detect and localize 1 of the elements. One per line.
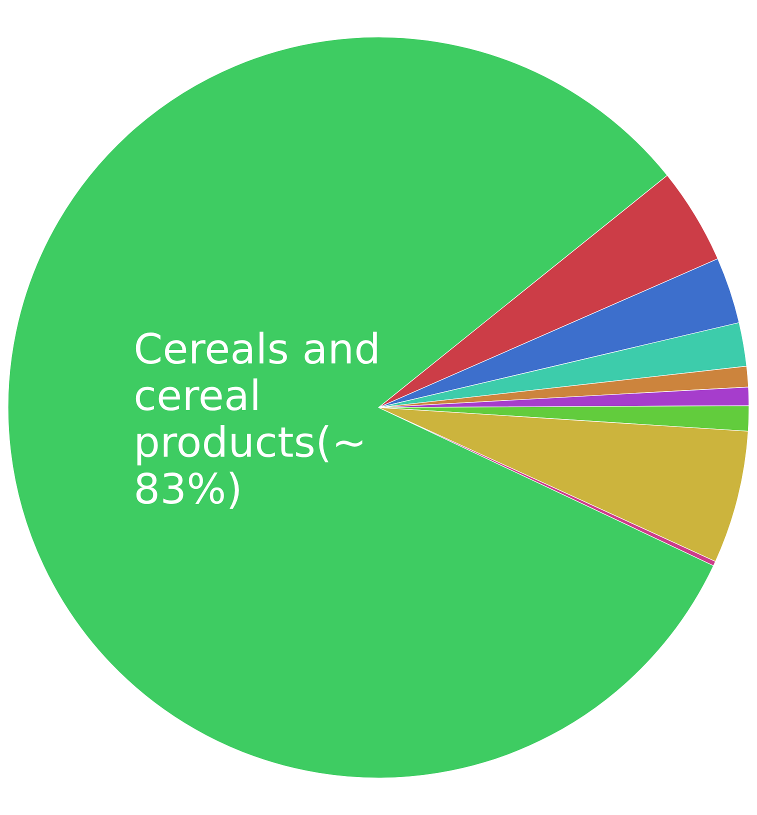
slice-label: Cereals and cereal products(~ 83%) xyxy=(136,332,377,509)
